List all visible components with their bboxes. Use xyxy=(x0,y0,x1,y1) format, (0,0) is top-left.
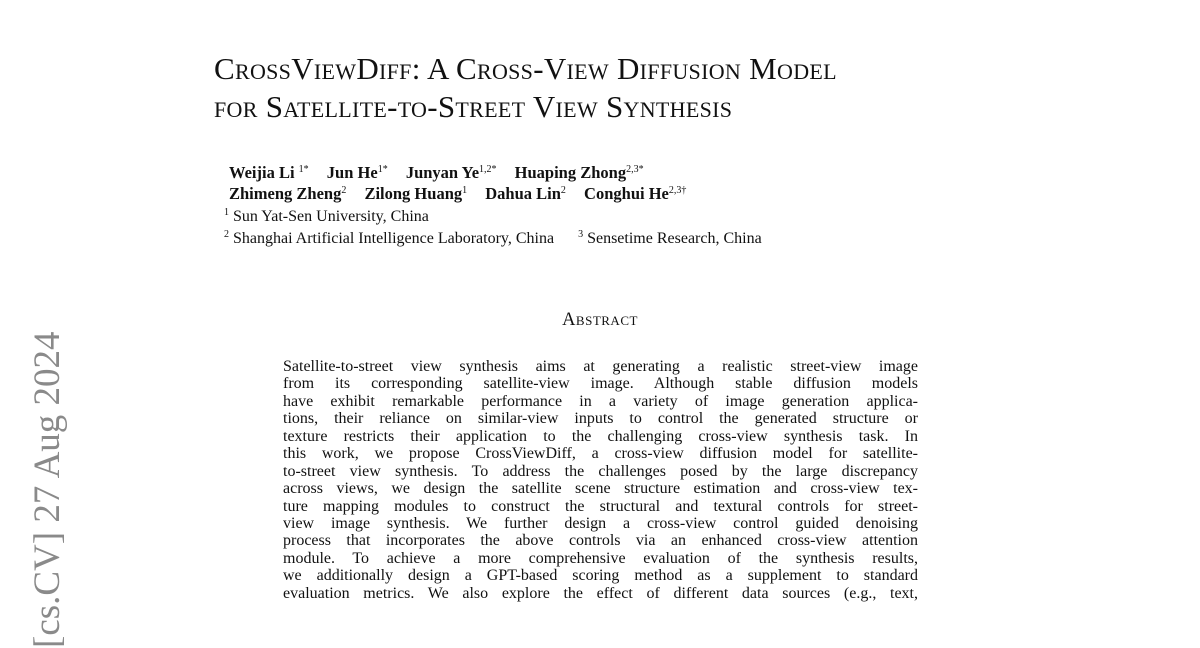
abstract-line: across views, we design the satellite sc… xyxy=(283,480,918,498)
affiliation-1: 1 Sun Yat-Sen University, China xyxy=(224,207,429,226)
abstract-line: have exhibit remarkable performance in a… xyxy=(283,392,918,410)
abstract-line: module. To achieve a more comprehensive … xyxy=(283,549,918,567)
author: Jun He1* xyxy=(326,163,388,182)
abstract-line: this work, we propose CrossViewDiff, a c… xyxy=(283,445,918,463)
author: Huaping Zhong2,3* xyxy=(514,163,644,182)
abstract-line: texture restricts their application to t… xyxy=(283,427,918,445)
abstract-line: ture mapping modules to construct the st… xyxy=(283,497,918,515)
author: Conghui He2,3† xyxy=(584,184,687,203)
arxiv-stamp: [cs.CV] 27 Aug 2024 xyxy=(27,331,68,648)
author-list: Weijia Li 1* Jun He1* Junyan Ye1,2* Huap… xyxy=(229,162,700,204)
abstract-line: tions, their reliance on similar-view in… xyxy=(283,410,918,428)
abstract-line: from its corresponding satellite-view im… xyxy=(283,375,918,393)
title-line-1: CrossViewDiff: A Cross-View Diffusion Mo… xyxy=(214,51,837,86)
abstract-line: Satellite-to-street view synthesis aims … xyxy=(283,358,918,375)
abstract-body: Satellite-to-street view synthesis aims … xyxy=(283,358,918,602)
affiliation-2-3: 2 Shanghai Artificial Intelligence Labor… xyxy=(224,229,762,248)
abstract-line: to-street view synthesis. To address the… xyxy=(283,462,918,480)
author: Zhimeng Zheng2 xyxy=(229,184,347,203)
abstract-heading: Abstract xyxy=(562,310,638,330)
abstract-line: we additionally design a GPT-based scori… xyxy=(283,567,918,585)
paper-title: CrossViewDiff: A Cross-View Diffusion Mo… xyxy=(214,50,837,126)
author: Weijia Li 1* xyxy=(229,163,309,182)
author: Junyan Ye1,2* xyxy=(405,163,497,182)
abstract-line: view image synthesis. We further design … xyxy=(283,514,918,532)
abstract-line: evaluation metrics. We also explore the … xyxy=(283,584,918,602)
author: Dahua Lin2 xyxy=(485,184,566,203)
title-line-2: for Satellite-to-Street View Synthesis xyxy=(214,89,733,124)
abstract-line: process that incorporates the above cont… xyxy=(283,532,918,550)
author: Zilong Huang1 xyxy=(364,184,468,203)
